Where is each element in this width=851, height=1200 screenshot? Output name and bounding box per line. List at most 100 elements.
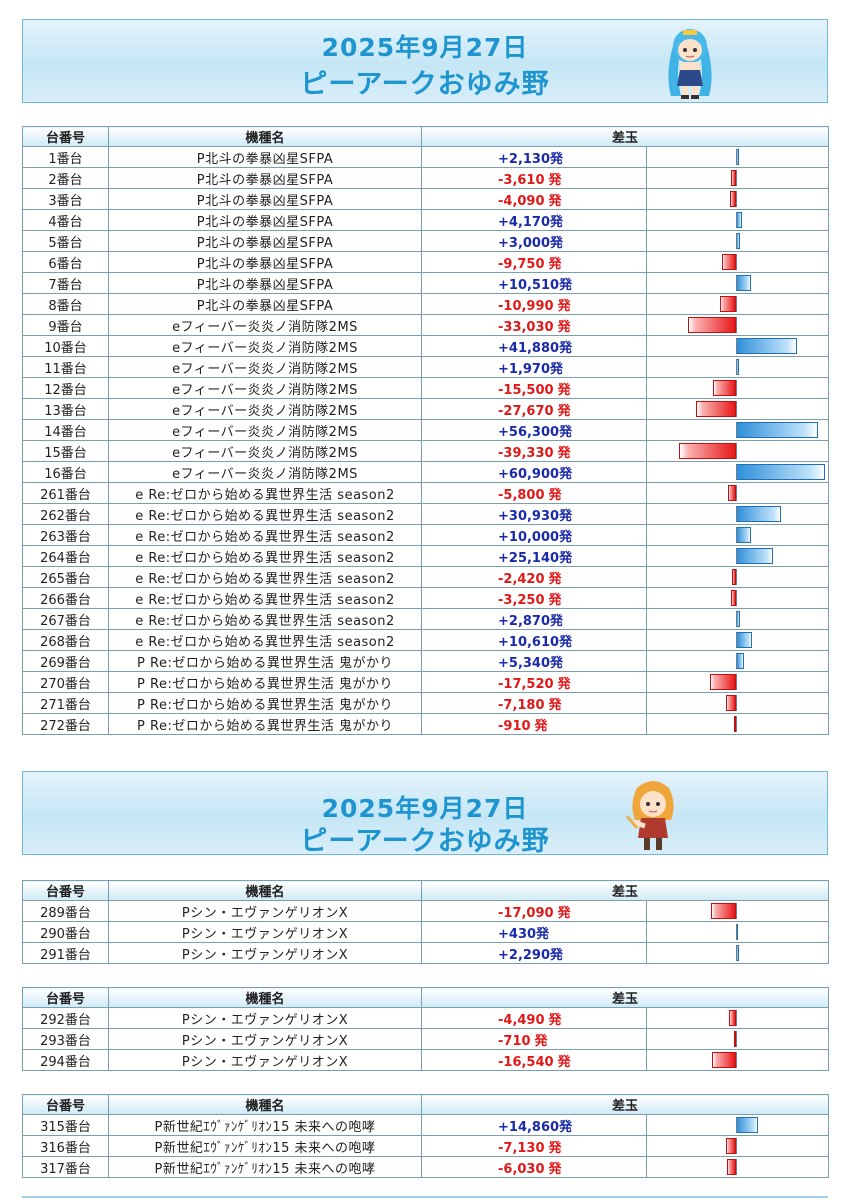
difference-value: -17,520 発	[421, 671, 647, 693]
difference-number: -27,670	[498, 403, 554, 419]
difference-number: +4,170	[498, 214, 551, 230]
column-header-diff: 差玉	[420, 987, 830, 1008]
machine-number: 1番台	[22, 146, 109, 168]
difference-bar-cell	[645, 440, 830, 462]
bar-axis	[736, 422, 737, 438]
machine-model: P新世紀ｴｳﾞｧﾝｹﾞﾘｵﾝ15 未来への咆哮	[108, 1135, 422, 1157]
machine-model: Pシン・エヴァンゲリオンX	[108, 942, 422, 964]
difference-value: -5,800 発	[421, 482, 647, 504]
negative-bar	[720, 296, 736, 312]
machine-model: P北斗の拳暴凶星SFPA	[108, 293, 422, 315]
difference-number: +25,140	[498, 550, 560, 566]
banner-date: 2025年9月27日	[321, 33, 529, 62]
table-row: 10番台 eフィーバー炎炎ノ消防隊2MS +41,880発	[22, 335, 830, 357]
difference-value: -17,090 発	[421, 900, 647, 922]
table-row: 267番台 e Re:ゼロから始める異世界生活 season2 +2,870発	[22, 608, 830, 630]
mascot-character-icon	[655, 24, 725, 100]
bar-axis	[736, 1031, 737, 1047]
difference-unit: 発	[557, 382, 571, 398]
bar-axis	[736, 359, 737, 375]
machine-model: e Re:ゼロから始める異世界生活 season2	[108, 566, 422, 588]
difference-value: -710 発	[421, 1028, 647, 1050]
difference-unit: 発	[559, 508, 573, 524]
difference-number: -910	[498, 718, 531, 734]
machine-number: 317番台	[22, 1156, 109, 1178]
difference-value: -3,610 発	[421, 167, 647, 189]
difference-bar-cell	[645, 461, 830, 483]
bar-axis	[736, 674, 737, 690]
bar-axis	[736, 275, 737, 291]
difference-number: -3,610	[498, 172, 545, 188]
difference-value: -39,330 発	[421, 440, 647, 462]
difference-value: +2,290発	[421, 942, 647, 964]
difference-number: -7,180	[498, 697, 545, 713]
positive-bar	[736, 464, 825, 480]
difference-number: +10,610	[498, 634, 560, 650]
machine-model: P Re:ゼロから始める異世界生活 鬼がかり	[108, 671, 422, 693]
difference-number: +2,130	[498, 151, 551, 167]
difference-number: -7,130	[498, 1140, 545, 1156]
table-row: 7番台 P北斗の拳暴凶星SFPA +10,510発	[22, 272, 830, 294]
difference-unit: 発	[557, 905, 571, 921]
data-table-1: 台番号 機種名 差玉 1番台 P北斗の拳暴凶星SFPA +2,130発 2番台 P北斗の…	[22, 126, 830, 735]
table-row: 266番台 e Re:ゼロから始める異世界生活 season2 -3,250 発	[22, 587, 830, 609]
bar-axis	[736, 1159, 737, 1175]
bar-axis	[736, 569, 737, 585]
difference-value: +1,970発	[421, 356, 647, 378]
bar-axis	[736, 443, 737, 459]
machine-model: P北斗の拳暴凶星SFPA	[108, 167, 422, 189]
table-row: 9番台 eフィーバー炎炎ノ消防隊2MS -33,030 発	[22, 314, 830, 336]
difference-value: +10,510発	[421, 272, 647, 294]
difference-unit: 発	[559, 634, 573, 650]
difference-number: -3,250	[498, 592, 545, 608]
difference-value: +14,860発	[421, 1114, 647, 1136]
difference-bar-cell	[645, 545, 830, 567]
machine-number: 13番台	[22, 398, 109, 420]
machine-number: 4番台	[22, 209, 109, 231]
difference-unit: 発	[550, 214, 564, 230]
difference-unit: 発	[548, 193, 562, 209]
negative-bar	[731, 590, 736, 606]
difference-number: -4,090	[498, 193, 545, 209]
difference-value: -10,990 発	[421, 293, 647, 315]
difference-value: +60,900発	[421, 461, 647, 483]
bar-axis	[736, 296, 737, 312]
difference-unit: 発	[559, 550, 573, 566]
difference-number: -16,540	[498, 1054, 554, 1070]
bar-axis	[736, 317, 737, 333]
difference-unit: 発	[548, 172, 562, 188]
table-row: 5番台 P北斗の拳暴凶星SFPA +3,000発	[22, 230, 830, 252]
negative-bar	[726, 1138, 736, 1154]
bar-axis	[736, 170, 737, 186]
difference-bar-cell	[645, 146, 830, 168]
bar-axis	[736, 1117, 737, 1133]
difference-number: +10,510	[498, 277, 560, 293]
difference-number: +56,300	[498, 424, 560, 440]
bar-axis	[736, 1052, 737, 1068]
difference-value: -7,180 発	[421, 692, 647, 714]
machine-model: P北斗の拳暴凶星SFPA	[108, 272, 422, 294]
difference-number: -17,090	[498, 905, 554, 921]
machine-number: 266番台	[22, 587, 109, 609]
difference-number: -9,750	[498, 256, 545, 272]
data-table-2: 台番号 機種名 差玉 289番台 Pシン・エヴァンゲリオンX -17,090 発 290…	[22, 880, 830, 964]
bar-axis	[736, 464, 737, 480]
difference-number: -33,030	[498, 319, 554, 335]
difference-value: -9,750 発	[421, 251, 647, 273]
machine-number: 267番台	[22, 608, 109, 630]
machine-number: 16番台	[22, 461, 109, 483]
machine-number: 262番台	[22, 503, 109, 525]
difference-value: +41,880発	[421, 335, 647, 357]
positive-bar	[736, 506, 781, 522]
bar-axis	[736, 590, 737, 606]
table-row: 262番台 e Re:ゼロから始める異世界生活 season2 +30,930発	[22, 503, 830, 525]
difference-number: +41,880	[498, 340, 560, 356]
mascot-character-icon	[613, 776, 693, 856]
difference-unit: 発	[550, 947, 564, 963]
difference-number: -710	[498, 1033, 531, 1049]
machine-model: e Re:ゼロから始める異世界生活 season2	[108, 629, 422, 651]
table-row: 315番台 P新世紀ｴｳﾞｧﾝｹﾞﾘｵﾝ15 未来への咆哮 +14,860発	[22, 1114, 830, 1136]
difference-bar-cell	[645, 587, 830, 609]
table-row: 291番台 Pシン・エヴァンゲリオンX +2,290発	[22, 942, 830, 964]
bar-axis	[736, 548, 737, 564]
